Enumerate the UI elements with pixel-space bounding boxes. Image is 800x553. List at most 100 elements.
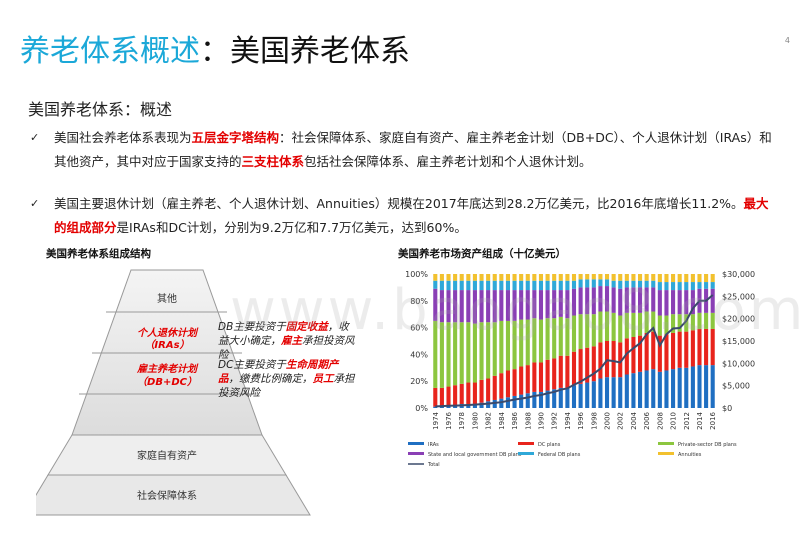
legend-swatch [408, 452, 424, 455]
x-tick-label: 1978 [458, 412, 466, 430]
bar-segment [519, 394, 524, 408]
bar-segment [532, 274, 537, 281]
bar-segment [565, 355, 570, 388]
bar-segment [585, 382, 590, 408]
bar-segment [631, 312, 636, 337]
bar-segment [479, 290, 484, 323]
left-tick-label: 40% [410, 350, 428, 359]
bar-segment [631, 287, 636, 313]
bar-segment [459, 290, 464, 323]
bar-segment [664, 290, 669, 316]
bar-segment [472, 290, 477, 324]
bar-segment [651, 331, 656, 370]
bar-segment [631, 280, 636, 288]
bar-segment [671, 369, 676, 408]
bar-segment [651, 369, 656, 408]
bar-segment [638, 274, 643, 281]
bar-segment [624, 374, 629, 408]
bar-segment [604, 377, 610, 408]
bar-segment [671, 290, 676, 315]
bar-segment [697, 282, 702, 289]
bar-segment [611, 377, 616, 408]
bar-segment [598, 311, 603, 343]
left-tick-label: 100% [405, 270, 428, 279]
bar-segment [492, 322, 497, 376]
ann-text: 承担投资风险 [218, 373, 355, 399]
bar-segment [704, 282, 709, 289]
bar-segment [690, 274, 695, 283]
legend-swatch [408, 442, 424, 445]
bar-segment [499, 320, 504, 374]
bar-segment [677, 274, 682, 283]
x-tick-label: 2016 [709, 411, 717, 429]
bar-segment [618, 280, 623, 289]
bar-segment [697, 312, 702, 329]
bar-segment [505, 320, 510, 371]
bar-segment [571, 351, 577, 386]
bar-segment [611, 341, 616, 378]
level-other: 其他 [157, 292, 177, 305]
bar-segment [565, 290, 570, 319]
bar-segment [704, 365, 709, 408]
bar-segment [532, 362, 537, 392]
bar-segment [552, 290, 557, 319]
bar-segment [459, 322, 464, 384]
bar-segment [624, 338, 629, 375]
bar-segment [472, 274, 477, 281]
x-tick-label: 2006 [643, 411, 651, 429]
ann-highlight: 固定收益 [285, 321, 328, 333]
x-tick-label: 2012 [683, 412, 691, 430]
right-tick-label: $15,000 [722, 337, 755, 346]
bar-segment [472, 280, 477, 291]
bar-segment [545, 280, 550, 291]
bar-segment [453, 322, 458, 386]
bar-segment [604, 274, 610, 280]
bar-segment [558, 387, 563, 408]
bar-segment [525, 319, 530, 366]
bar-segment [578, 274, 583, 280]
bar-segment [644, 280, 649, 288]
bar-segment [486, 280, 491, 291]
bar-segment [651, 311, 656, 332]
bar-segment [479, 274, 484, 281]
title-rest: ：美国养老体系 [200, 34, 410, 69]
x-tick-label: 1974 [432, 411, 440, 429]
bar-segment [439, 274, 444, 281]
bar-segment [684, 314, 689, 332]
bar-segment [565, 280, 570, 291]
bar-segment [657, 371, 662, 408]
pyramid-title: 美国养老体系组成结构 [46, 248, 151, 260]
highlight-segment: 五层金字塔结构 [191, 130, 280, 145]
bar-segment [545, 390, 550, 408]
bar-segment [565, 318, 570, 356]
bar-segment [677, 282, 682, 291]
bar-segment [505, 280, 510, 291]
bar-segment [558, 355, 563, 388]
bar-segment [545, 318, 550, 360]
bar-segment [591, 279, 596, 288]
level-iras-sub: （IRAs） [144, 339, 189, 351]
bar-segment [486, 401, 491, 408]
bar-segment [664, 274, 669, 283]
text-segment: 是IRAs和DC计划，分别为9.2万亿和7.7万亿美元，达到60%。 [116, 220, 467, 235]
bar-segment [618, 342, 623, 378]
annotation-dc: DC主要投资于生命周期产品，缴费比例确定，员工承担投资风险 [218, 358, 358, 400]
bar-segment [657, 290, 662, 316]
bar-segment [638, 287, 643, 313]
bar-segment [558, 280, 563, 291]
bar-segment [453, 385, 458, 406]
x-tick-label: 2008 [656, 412, 664, 430]
bar-segment [697, 274, 702, 283]
bar-segment [479, 402, 484, 408]
bar-segment [677, 331, 682, 368]
bar-segment [446, 386, 451, 406]
bar-segment [591, 287, 596, 315]
bar-segment [492, 399, 497, 408]
bar-segment [519, 290, 524, 320]
ann-highlight: 雇主 [281, 335, 302, 347]
bar-segment [618, 315, 623, 343]
bar-segment [710, 274, 715, 283]
highlight-segment: 三支柱体系 [241, 154, 305, 169]
bar-segment [664, 334, 669, 371]
watermark: www.baogao8.com [230, 278, 800, 343]
